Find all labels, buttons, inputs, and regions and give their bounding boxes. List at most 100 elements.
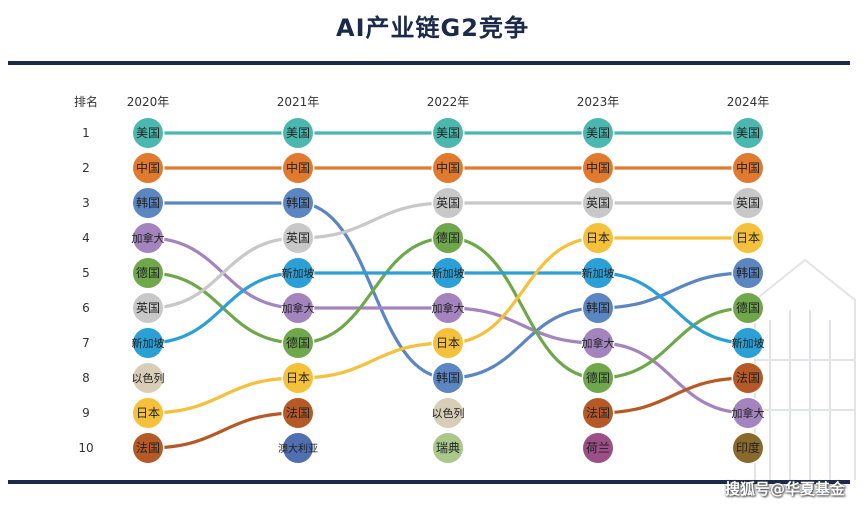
node-4-8: 加拿大 — [731, 396, 765, 430]
node-circle — [283, 433, 313, 463]
node-circle — [433, 188, 463, 218]
node-circle — [733, 398, 763, 428]
curve-15 — [596, 341, 750, 415]
node-4-2: 英国 — [731, 186, 765, 220]
node-circle — [283, 118, 313, 148]
node-circle — [733, 188, 763, 218]
node-4-0: 美国 — [731, 116, 765, 150]
node-label: 新加坡 — [582, 266, 615, 280]
node-label: 韩国 — [586, 300, 610, 315]
node-0-4: 德国 — [131, 256, 165, 290]
curve-29 — [296, 341, 450, 380]
node-label: 澳大利亚 — [278, 442, 318, 455]
node-4-6: 新加坡 — [731, 326, 765, 360]
node-circle — [283, 363, 313, 393]
node-label: 韩国 — [136, 195, 160, 210]
node-circle — [733, 363, 763, 393]
year-label-0: 2020年 — [127, 95, 170, 109]
node-3-8: 法国 — [581, 396, 615, 430]
node-label: 英国 — [436, 196, 460, 210]
node-circle — [433, 258, 463, 288]
node-circle — [733, 433, 763, 463]
node-label: 法国 — [286, 406, 310, 420]
node-label: 印度 — [736, 440, 760, 455]
node-circle — [133, 328, 163, 358]
node-circle — [583, 223, 613, 253]
node-3-3: 日本 — [581, 221, 615, 255]
node-2-3: 德国 — [431, 221, 465, 255]
node-circle — [433, 153, 463, 183]
node-circle — [433, 293, 463, 323]
node-0-5: 英国 — [131, 291, 165, 325]
node-4-1: 中国 — [731, 151, 765, 185]
bottom-divider — [8, 480, 850, 484]
node-label: 美国 — [586, 126, 610, 140]
node-3-5: 韩国 — [581, 291, 615, 325]
node-circle — [283, 188, 313, 218]
year-label-4: 2024年 — [727, 95, 770, 109]
node-2-7: 韩国 — [431, 361, 465, 395]
axis-labels: 排名 2020年 2021年 2022年 2023年 2024年 1 2 3 4 5 6 7 8 9 10 — [74, 94, 769, 455]
rank-label-8: 8 — [82, 371, 90, 385]
node-1-6: 德国 — [281, 326, 315, 360]
node-label: 韩国 — [286, 195, 310, 210]
node-2-1: 中国 — [431, 151, 465, 185]
node-label: 美国 — [286, 126, 310, 140]
rank-header: 排名 — [74, 94, 98, 109]
rank-label-2: 2 — [82, 161, 90, 175]
node-1-8: 法国 — [281, 396, 315, 430]
node-circle — [733, 153, 763, 183]
node-circle — [733, 258, 763, 288]
node-2-0: 美国 — [431, 116, 465, 150]
curve-14 — [446, 306, 600, 345]
node-circle — [133, 293, 163, 323]
node-2-6: 日本 — [431, 326, 465, 360]
node-circle — [583, 293, 613, 323]
curve-30 — [446, 236, 600, 345]
node-label: 中国 — [286, 160, 310, 175]
node-circle — [133, 118, 163, 148]
node-label: 美国 — [736, 126, 760, 140]
node-label: 中国 — [736, 160, 760, 175]
node-label: 德国 — [436, 230, 460, 245]
node-circle — [433, 223, 463, 253]
node-0-7: 以色列 — [131, 361, 165, 395]
node-circle — [283, 153, 313, 183]
node-2-8: 以色列 — [431, 396, 465, 430]
node-label: 德国 — [736, 300, 760, 315]
node-4-5: 德国 — [731, 291, 765, 325]
rank-label-7: 7 — [82, 336, 90, 350]
node-circle — [283, 223, 313, 253]
node-circle — [433, 433, 463, 463]
node-0-0: 美国 — [131, 116, 165, 150]
node-0-3: 加拿大 — [131, 221, 165, 255]
node-label: 美国 — [136, 126, 160, 140]
node-label: 新加坡 — [132, 336, 165, 350]
curve-33 — [596, 376, 750, 415]
node-label: 韩国 — [436, 370, 460, 385]
node-circle — [433, 398, 463, 428]
node-circle — [583, 398, 613, 428]
node-1-0: 美国 — [281, 116, 315, 150]
node-3-9: 荷兰 — [581, 431, 615, 465]
node-1-1: 中国 — [281, 151, 315, 185]
node-0-6: 新加坡 — [131, 326, 165, 360]
curve-32 — [146, 411, 300, 450]
node-label: 日本 — [586, 231, 610, 245]
node-label: 法国 — [136, 441, 160, 455]
node-circle — [283, 258, 313, 288]
node-label: 德国 — [136, 265, 160, 280]
node-circle — [583, 363, 613, 393]
node-label: 瑞典 — [436, 441, 460, 455]
node-label: 美国 — [436, 126, 460, 140]
node-label: 新加坡 — [432, 266, 465, 280]
node-label: 加拿大 — [582, 336, 615, 350]
node-label: 中国 — [136, 160, 160, 175]
curve-21 — [296, 201, 450, 240]
node-circle — [433, 328, 463, 358]
node-1-9: 澳大利亚 — [278, 431, 318, 465]
node-circle — [583, 258, 613, 288]
node-3-2: 英国 — [581, 186, 615, 220]
chart-title: AI产业链G2竞争 — [336, 14, 529, 42]
